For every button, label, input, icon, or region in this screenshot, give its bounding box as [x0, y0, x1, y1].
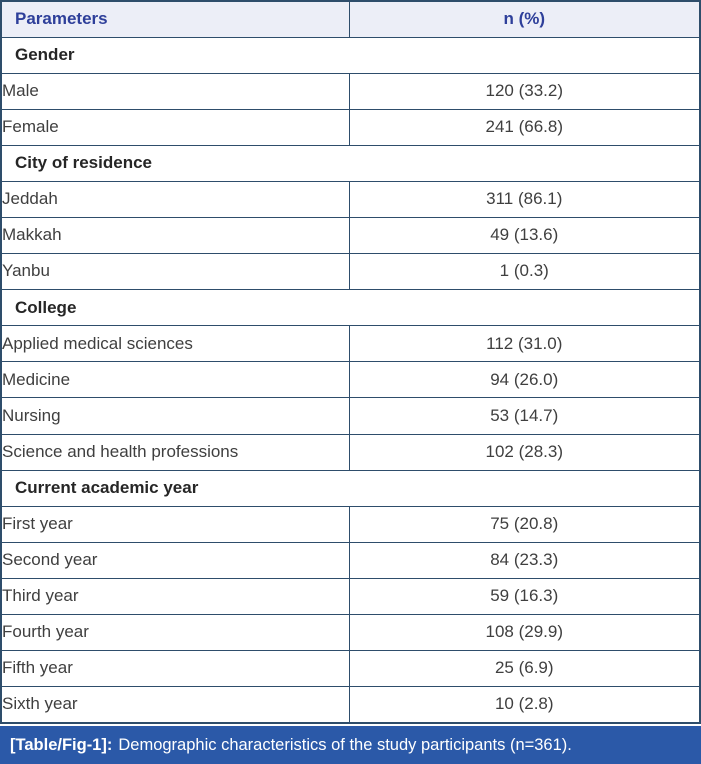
value-cell: 241 (66.8): [348, 109, 701, 147]
value-cell: 49 (13.6): [348, 217, 701, 255]
section-row: Current academic year: [0, 469, 701, 507]
parameter-cell: Female: [0, 109, 350, 147]
section-row: City of residence: [0, 145, 701, 183]
table-row: Science and health professions 102 (28.3): [0, 433, 701, 471]
table-row: Nursing 53 (14.7): [0, 397, 701, 435]
parameter-cell: Science and health professions: [0, 433, 350, 471]
section-row: College: [0, 289, 701, 327]
parameter-cell: Fifth year: [0, 649, 350, 687]
parameter-cell: Makkah: [0, 217, 350, 255]
table-row: Male 120 (33.2): [0, 73, 701, 111]
value-cell: 108 (29.9): [348, 613, 701, 651]
parameter-cell: Applied medical sciences: [0, 325, 350, 363]
table-row: Third year 59 (16.3): [0, 577, 701, 615]
parameter-cell: Nursing: [0, 397, 350, 435]
parameter-cell: Fourth year: [0, 613, 350, 651]
table-row: Jeddah 311 (86.1): [0, 181, 701, 219]
table-row: First year 75 (20.8): [0, 505, 701, 543]
value-cell: 1 (0.3): [348, 253, 701, 291]
value-cell: 25 (6.9): [348, 649, 701, 687]
parameter-cell: Third year: [0, 577, 350, 615]
caption-text: Demographic characteristics of the study…: [118, 735, 572, 754]
value-cell: 102 (28.3): [348, 433, 701, 471]
parameter-cell: Male: [0, 73, 350, 111]
column-header-n-percent: n (%): [348, 0, 701, 38]
table-row: Fourth year 108 (29.9): [0, 613, 701, 651]
section-label: Gender: [0, 36, 701, 75]
value-cell: 311 (86.1): [348, 181, 701, 219]
parameter-cell: First year: [0, 505, 350, 543]
table-row: Medicine 94 (26.0): [0, 361, 701, 399]
table-row: Applied medical sciences 112 (31.0): [0, 325, 701, 363]
table-row: Second year 84 (23.3): [0, 541, 701, 579]
table-row: Yanbu 1 (0.3): [0, 253, 701, 291]
table-row: Female 241 (66.8): [0, 109, 701, 147]
value-cell: 75 (20.8): [348, 505, 701, 543]
value-cell: 59 (16.3): [348, 577, 701, 615]
value-cell: 10 (2.8): [348, 685, 701, 724]
table-header-row: Parameters n (%): [0, 0, 701, 38]
value-cell: 94 (26.0): [348, 361, 701, 399]
value-cell: 84 (23.3): [348, 541, 701, 579]
value-cell: 112 (31.0): [348, 325, 701, 363]
demographics-table: Parameters n (%) Gender Male 120 (33.2) Fem…: [0, 0, 701, 724]
section-label: College: [0, 289, 701, 327]
parameter-cell: Second year: [0, 541, 350, 579]
caption-tag: [Table/Fig-1]:: [10, 735, 113, 754]
value-cell: 120 (33.2): [348, 73, 701, 111]
parameter-cell: Sixth year: [0, 685, 350, 724]
parameter-cell: Medicine: [0, 361, 350, 399]
column-header-parameters: Parameters: [0, 0, 350, 38]
parameter-cell: Yanbu: [0, 253, 350, 291]
table-caption: [Table/Fig-1]: Demographic characteristi…: [0, 726, 701, 764]
value-cell: 53 (14.7): [348, 397, 701, 435]
section-label: City of residence: [0, 145, 701, 183]
table-row: Sixth year 10 (2.8): [0, 685, 701, 724]
section-label: Current academic year: [0, 469, 701, 507]
table-row: Makkah 49 (13.6): [0, 217, 701, 255]
parameter-cell: Jeddah: [0, 181, 350, 219]
section-row: Gender: [0, 36, 701, 75]
table-row: Fifth year 25 (6.9): [0, 649, 701, 687]
